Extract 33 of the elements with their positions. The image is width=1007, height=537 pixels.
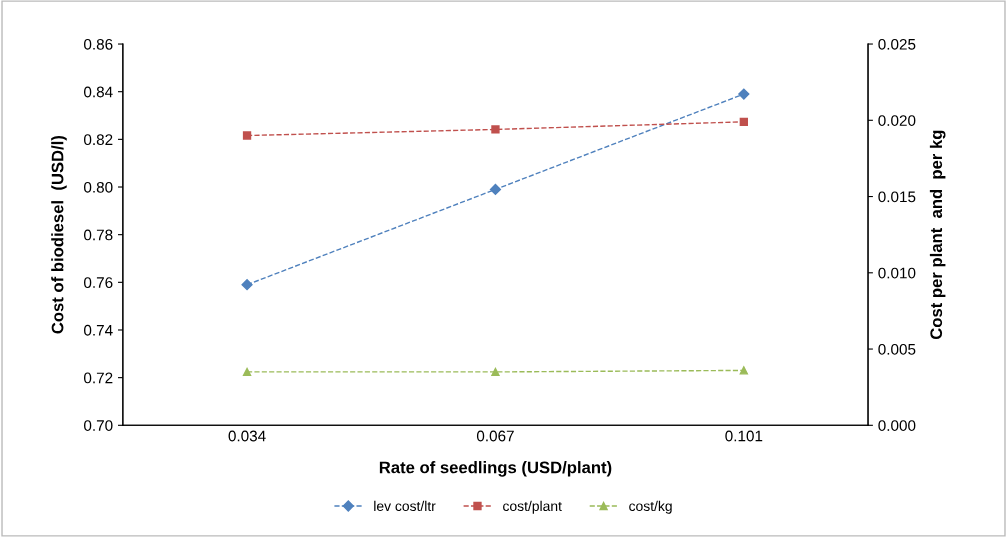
y2-axis-title: Cost per plant and per kg bbox=[929, 130, 946, 340]
x-tick-label: 0.067 bbox=[476, 430, 514, 442]
y-tick-label: 0.84 bbox=[84, 86, 113, 98]
y-tick-label: 0.72 bbox=[84, 372, 113, 384]
y2-tick-label: 0.000 bbox=[878, 420, 916, 431]
point bbox=[489, 183, 502, 195]
y2-tick-label: 0.025 bbox=[878, 38, 916, 50]
y2-tick-label: 0.020 bbox=[878, 115, 916, 126]
point bbox=[739, 117, 749, 126]
point bbox=[241, 279, 253, 291]
point bbox=[739, 366, 749, 375]
point bbox=[242, 367, 252, 377]
y-tick-label: 0.76 bbox=[84, 277, 113, 289]
legend-label: cost/plant bbox=[503, 500, 562, 514]
y2-tick-label: 0.005 bbox=[878, 343, 916, 355]
point bbox=[738, 88, 750, 100]
legend-label: lev cost/ltr bbox=[374, 500, 436, 512]
point bbox=[491, 125, 500, 134]
x-axis-title: Rate of seedlings (USD/plant) bbox=[379, 461, 612, 477]
x-tick-label: 0.101 bbox=[725, 430, 763, 442]
legend-label: cost/kg bbox=[629, 500, 672, 514]
y2-tick-label: 0.015 bbox=[878, 191, 916, 203]
y-tick-label: 0.80 bbox=[84, 181, 113, 193]
y-axis-title: Cost of biodiesel (USD/l) bbox=[51, 135, 67, 334]
y-tick-label: 0.70 bbox=[84, 420, 113, 431]
y-tick-label: 0.78 bbox=[84, 229, 113, 241]
y-tick-label: 0.86 bbox=[84, 38, 113, 50]
y2-tick-label: 0.010 bbox=[878, 267, 916, 279]
y-tick-label: 0.74 bbox=[84, 324, 113, 336]
point bbox=[242, 131, 252, 140]
point bbox=[491, 367, 500, 377]
x-tick-label: 0.034 bbox=[228, 430, 266, 442]
y-tick-label: 0.82 bbox=[84, 134, 113, 146]
